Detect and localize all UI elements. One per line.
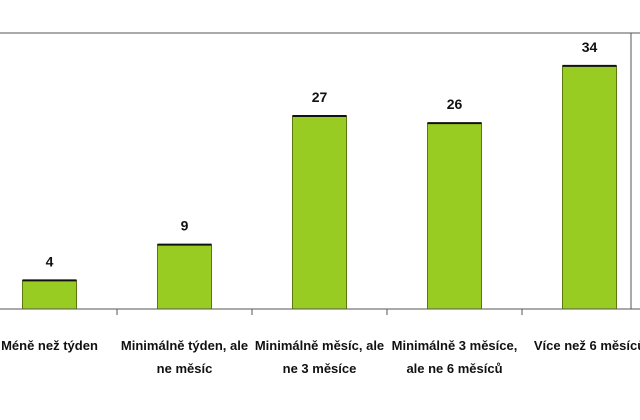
category-label: Minimálně týden, ale ne měsíc xyxy=(121,338,248,376)
category-label: Méně než týden xyxy=(1,338,98,353)
category-label-line: Minimálně týden, ale xyxy=(121,338,248,353)
bars xyxy=(22,64,617,310)
data-label: 27 xyxy=(312,89,328,105)
category-label-line: Méně než týden xyxy=(1,338,98,353)
category-tick-marks xyxy=(116,309,523,315)
bar xyxy=(157,244,212,310)
data-label: 9 xyxy=(181,218,189,234)
category-label-line: Více než 6 měsíců xyxy=(534,338,640,353)
bar xyxy=(292,115,347,310)
category-labels: Méně než týden Minimálně týden, ale ne měs… xyxy=(1,338,640,376)
category-label: Minimálně 3 měsíce, ale ne 6 měsíců xyxy=(392,338,518,376)
data-label: 4 xyxy=(46,253,54,269)
category-label-line: Minimálně měsíc, ale xyxy=(255,338,384,353)
data-labels: 4 9 27 26 34 xyxy=(46,39,598,269)
category-label: Minimálně měsíc, ale ne 3 měsíce xyxy=(255,338,384,376)
category-label-line: ne měsíc xyxy=(157,361,213,376)
bar xyxy=(427,122,482,310)
data-label: 26 xyxy=(447,96,463,112)
data-label: 34 xyxy=(582,39,598,55)
category-label-line: ale ne 6 měsíců xyxy=(406,361,502,376)
bar xyxy=(22,279,77,310)
category-label-line: Minimálně 3 měsíce, xyxy=(392,338,518,353)
category-label: Více než 6 měsíců xyxy=(534,338,640,353)
category-label-line: ne 3 měsíce xyxy=(283,361,357,376)
bar xyxy=(562,65,617,310)
